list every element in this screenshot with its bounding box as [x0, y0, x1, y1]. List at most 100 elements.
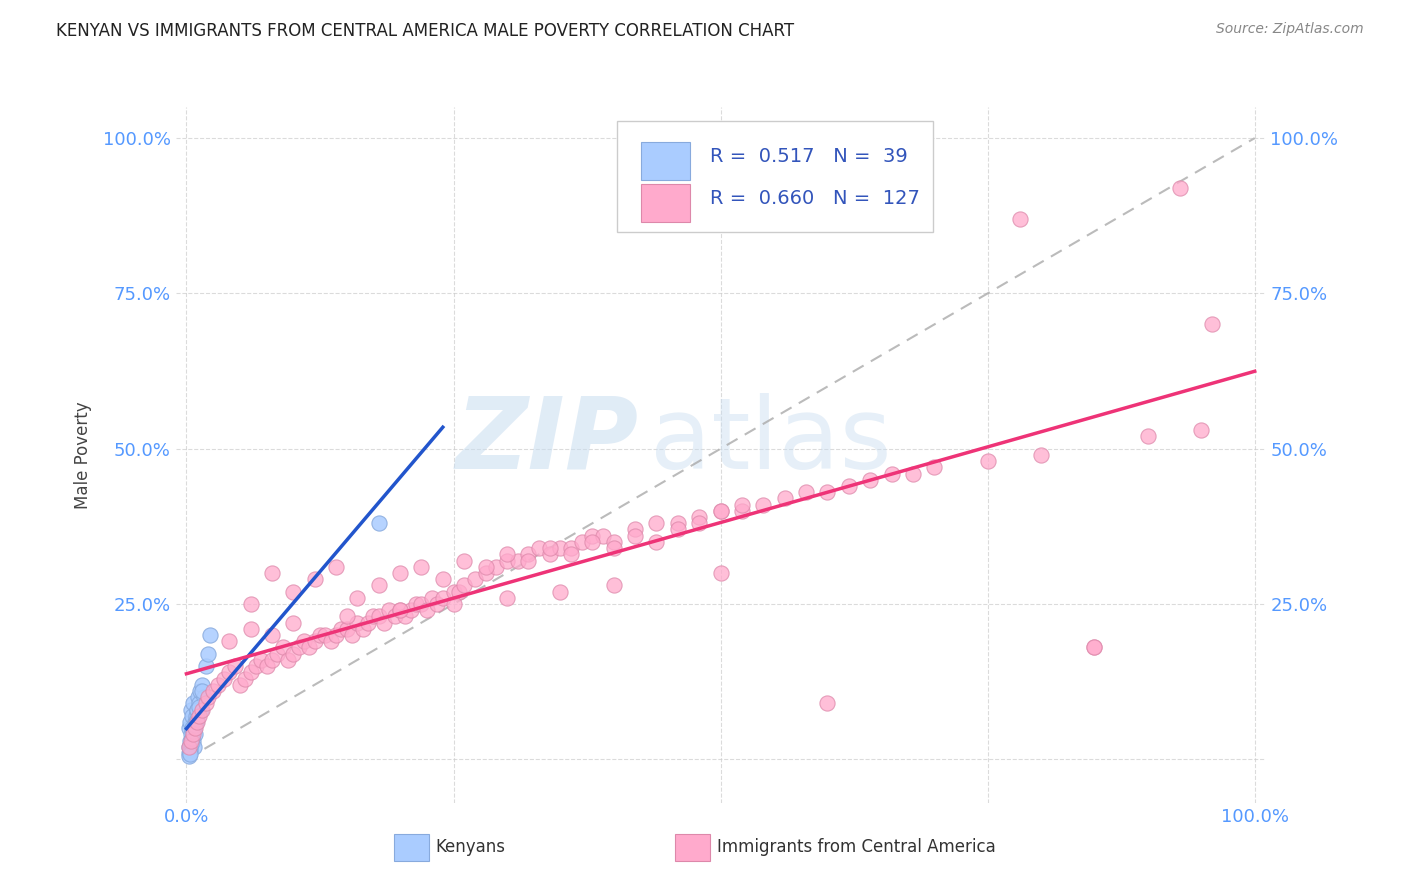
- Point: [1168, 181, 1191, 195]
- Point: [283, 647, 305, 661]
- Point: [188, 699, 211, 714]
- Point: [266, 647, 288, 661]
- Point: [186, 714, 208, 729]
- Point: [485, 559, 508, 574]
- Point: [496, 547, 519, 561]
- Point: [184, 708, 207, 723]
- Point: [193, 690, 215, 705]
- Point: [207, 678, 229, 692]
- Point: [190, 703, 212, 717]
- Point: [287, 640, 309, 655]
- Point: [186, 703, 208, 717]
- Point: [815, 485, 838, 500]
- Point: [179, 714, 201, 729]
- Point: [283, 584, 305, 599]
- Point: [443, 584, 465, 599]
- Point: [180, 721, 202, 735]
- Point: [378, 603, 401, 617]
- Point: [180, 731, 202, 745]
- Point: [645, 516, 668, 531]
- Point: [603, 541, 626, 555]
- Point: [624, 523, 647, 537]
- Point: [197, 647, 219, 661]
- Point: [731, 504, 754, 518]
- Point: [191, 684, 214, 698]
- Point: [420, 591, 443, 605]
- Point: [271, 640, 294, 655]
- Point: [183, 721, 205, 735]
- Text: Kenyans: Kenyans: [436, 838, 506, 856]
- Point: [363, 609, 385, 624]
- Point: [325, 559, 347, 574]
- Point: [314, 628, 336, 642]
- Point: [177, 739, 200, 754]
- Point: [464, 572, 486, 586]
- Point: [304, 634, 326, 648]
- Point: [1201, 318, 1223, 332]
- Text: R =  0.660   N =  127: R = 0.660 N = 127: [710, 189, 920, 208]
- Point: [239, 597, 262, 611]
- Point: [194, 697, 217, 711]
- Point: [202, 684, 225, 698]
- Point: [538, 541, 561, 555]
- Point: [181, 727, 204, 741]
- Point: [666, 516, 689, 531]
- Point: [292, 634, 315, 648]
- Point: [432, 572, 454, 586]
- Point: [239, 665, 262, 680]
- Point: [373, 615, 395, 630]
- Point: [880, 467, 903, 481]
- Text: R =  0.517   N =  39: R = 0.517 N = 39: [710, 147, 907, 167]
- Point: [901, 467, 924, 481]
- Point: [389, 566, 412, 580]
- Point: [277, 653, 299, 667]
- Point: [496, 553, 519, 567]
- Point: [352, 622, 374, 636]
- Point: [1083, 640, 1105, 655]
- Point: [474, 566, 496, 580]
- Point: [426, 597, 449, 611]
- Point: [198, 628, 221, 642]
- Point: [560, 541, 582, 555]
- Point: [218, 665, 240, 680]
- Point: [538, 547, 561, 561]
- Point: [773, 491, 796, 506]
- Point: [496, 591, 519, 605]
- Point: [550, 584, 572, 599]
- Point: [367, 578, 389, 592]
- Point: [1008, 211, 1031, 226]
- Point: [212, 672, 235, 686]
- Point: [245, 659, 267, 673]
- Point: [346, 591, 368, 605]
- Point: [752, 498, 775, 512]
- Point: [224, 659, 246, 673]
- Point: [550, 541, 572, 555]
- Point: [443, 597, 465, 611]
- Point: [710, 566, 733, 580]
- Point: [187, 690, 209, 705]
- Point: [666, 523, 689, 537]
- Point: [624, 529, 647, 543]
- Point: [527, 541, 550, 555]
- Point: [177, 749, 200, 764]
- Point: [177, 746, 200, 760]
- Point: [384, 609, 406, 624]
- Point: [592, 529, 614, 543]
- Point: [184, 727, 207, 741]
- Y-axis label: Male Poverty: Male Poverty: [73, 401, 91, 508]
- Point: [399, 603, 422, 617]
- Point: [581, 534, 603, 549]
- Point: [603, 578, 626, 592]
- Point: [191, 678, 214, 692]
- Point: [416, 603, 439, 617]
- Point: [177, 721, 200, 735]
- Point: [239, 622, 262, 636]
- FancyBboxPatch shape: [641, 142, 690, 180]
- Point: [710, 504, 733, 518]
- Point: [179, 743, 201, 757]
- Point: [474, 559, 496, 574]
- Text: ZIP: ZIP: [456, 392, 638, 490]
- Point: [184, 714, 207, 729]
- Point: [180, 703, 202, 717]
- Point: [184, 718, 207, 732]
